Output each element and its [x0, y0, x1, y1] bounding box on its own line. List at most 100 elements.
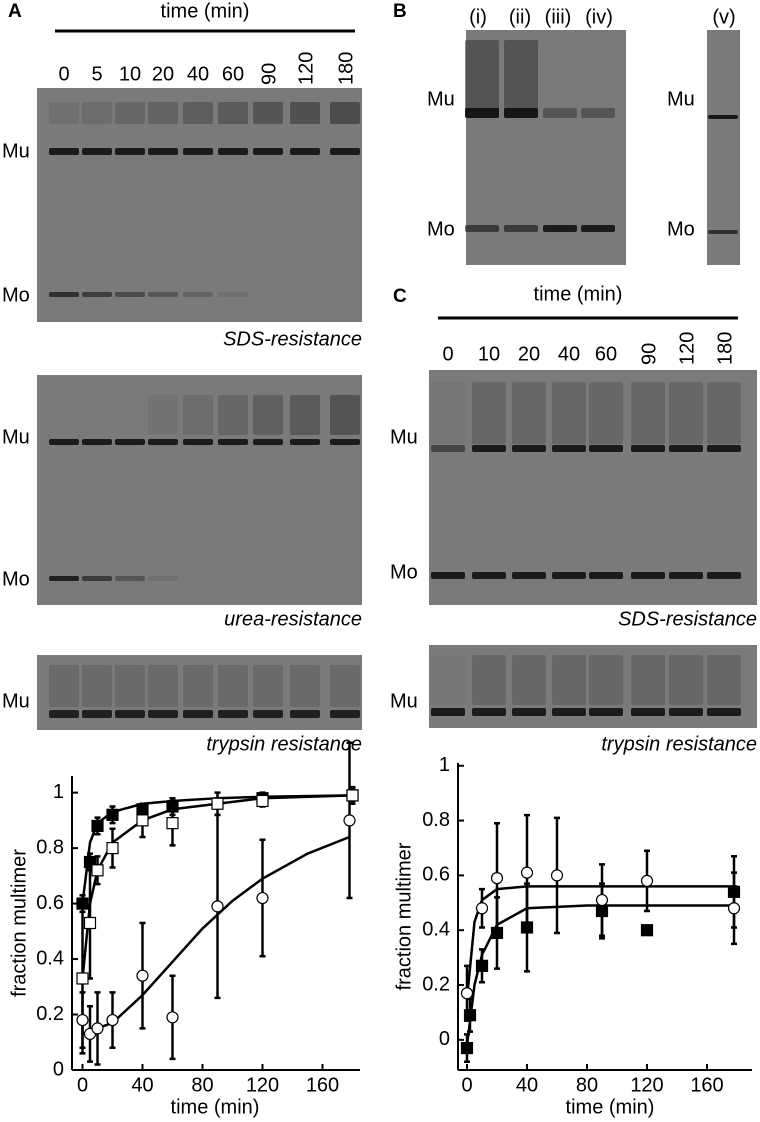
gel-band	[581, 225, 615, 232]
gel-band	[707, 445, 741, 452]
point	[106, 842, 119, 855]
lane-label: 40	[187, 63, 209, 85]
gel-band	[465, 108, 499, 118]
point	[520, 866, 534, 879]
gel-band	[708, 230, 738, 234]
gel-band	[504, 108, 538, 118]
gel-band	[543, 108, 577, 118]
gel-smear	[82, 665, 112, 707]
x-axis-label: time (min)	[171, 1096, 260, 1118]
gel-smear	[49, 102, 79, 124]
gel	[37, 88, 362, 322]
point	[550, 869, 564, 882]
gel-smear	[330, 665, 360, 707]
gel-band	[82, 710, 112, 718]
y-tick-label: 0.4	[36, 947, 64, 969]
band-label: Mo	[667, 218, 695, 240]
point	[91, 1022, 104, 1035]
band-label: Mu	[427, 88, 455, 110]
gel-band	[330, 710, 360, 718]
band-label: Mu	[2, 140, 30, 162]
x-tick-label: 0	[77, 1074, 88, 1096]
point	[211, 797, 224, 810]
band-label: Mu	[390, 690, 418, 712]
gel-smear	[552, 382, 586, 444]
gel-band	[82, 576, 112, 581]
gel-smear	[253, 395, 283, 435]
gel-smear	[183, 665, 213, 707]
gel-smear	[253, 665, 283, 707]
gel-band	[218, 148, 248, 155]
lane-label: 10	[478, 343, 500, 365]
point	[490, 872, 504, 885]
gel-band	[631, 572, 665, 579]
gel-band	[512, 445, 546, 452]
x-tick-label: 40	[131, 1074, 153, 1096]
gel-band	[148, 576, 178, 581]
y-tick-label: 0.8	[36, 836, 64, 858]
band-label: Mu	[2, 690, 30, 712]
point	[256, 891, 269, 905]
gel-smear	[49, 665, 79, 707]
gel-band	[148, 292, 178, 297]
lane-label: (iii)	[545, 6, 572, 28]
lane-label: 0	[58, 63, 69, 85]
point	[460, 987, 474, 1000]
fit-line	[82, 835, 350, 1036]
gel-band	[82, 292, 112, 297]
gel-smear	[707, 382, 741, 444]
gel-smear	[290, 102, 320, 124]
gel-band	[631, 708, 665, 716]
gel-band	[115, 439, 145, 445]
point	[166, 1011, 179, 1024]
band-label: Mu	[2, 426, 30, 448]
gel-smear	[148, 665, 178, 707]
gel-band	[148, 148, 178, 155]
y-tick-label: 0.8	[422, 809, 450, 831]
gel-band	[253, 710, 283, 718]
gel-band	[183, 710, 213, 718]
lane-label: 180	[714, 332, 736, 365]
gel-band	[581, 108, 615, 118]
gel-smear	[115, 102, 145, 124]
point	[211, 900, 224, 913]
y-tick-label: 0.2	[422, 973, 450, 995]
gel-band	[183, 439, 213, 445]
lane-label: 90	[258, 63, 280, 85]
point	[640, 924, 654, 937]
y-tick-label: 0.2	[36, 1003, 64, 1025]
point	[346, 789, 359, 802]
y-tick-label: 1	[53, 781, 64, 803]
gel-smear	[290, 395, 320, 435]
band-label: Mo	[2, 284, 30, 306]
x-tick-label: 120	[630, 1074, 663, 1096]
time-label: time (min)	[161, 0, 250, 22]
gel-band	[290, 439, 320, 445]
gel-smear	[115, 665, 145, 707]
gel-smear	[148, 102, 178, 124]
gel-smear	[330, 395, 360, 435]
gel-smear	[431, 382, 465, 444]
gel-band	[552, 445, 586, 452]
point	[463, 1009, 477, 1022]
point	[106, 808, 119, 821]
gel-smear	[589, 655, 623, 705]
gel-band	[472, 572, 506, 579]
lane-label: 120	[295, 52, 317, 85]
gel-band	[115, 710, 145, 718]
time-label: time (min)	[534, 283, 623, 305]
point	[256, 794, 269, 808]
gel-band	[504, 225, 538, 232]
gel-band	[82, 148, 112, 155]
gel-smear	[218, 395, 248, 435]
gel-band	[115, 148, 145, 155]
point	[76, 897, 89, 910]
panel-label: C	[393, 286, 407, 307]
fit-line	[465, 904, 737, 1046]
x-tick-label: 160	[690, 1074, 723, 1096]
point	[76, 1013, 89, 1027]
gel-caption: SDS-resistance	[618, 608, 757, 630]
gel-caption: SDS-resistance	[223, 328, 362, 350]
gel-band	[708, 115, 738, 119]
y-tick-label: 0	[439, 1028, 450, 1050]
